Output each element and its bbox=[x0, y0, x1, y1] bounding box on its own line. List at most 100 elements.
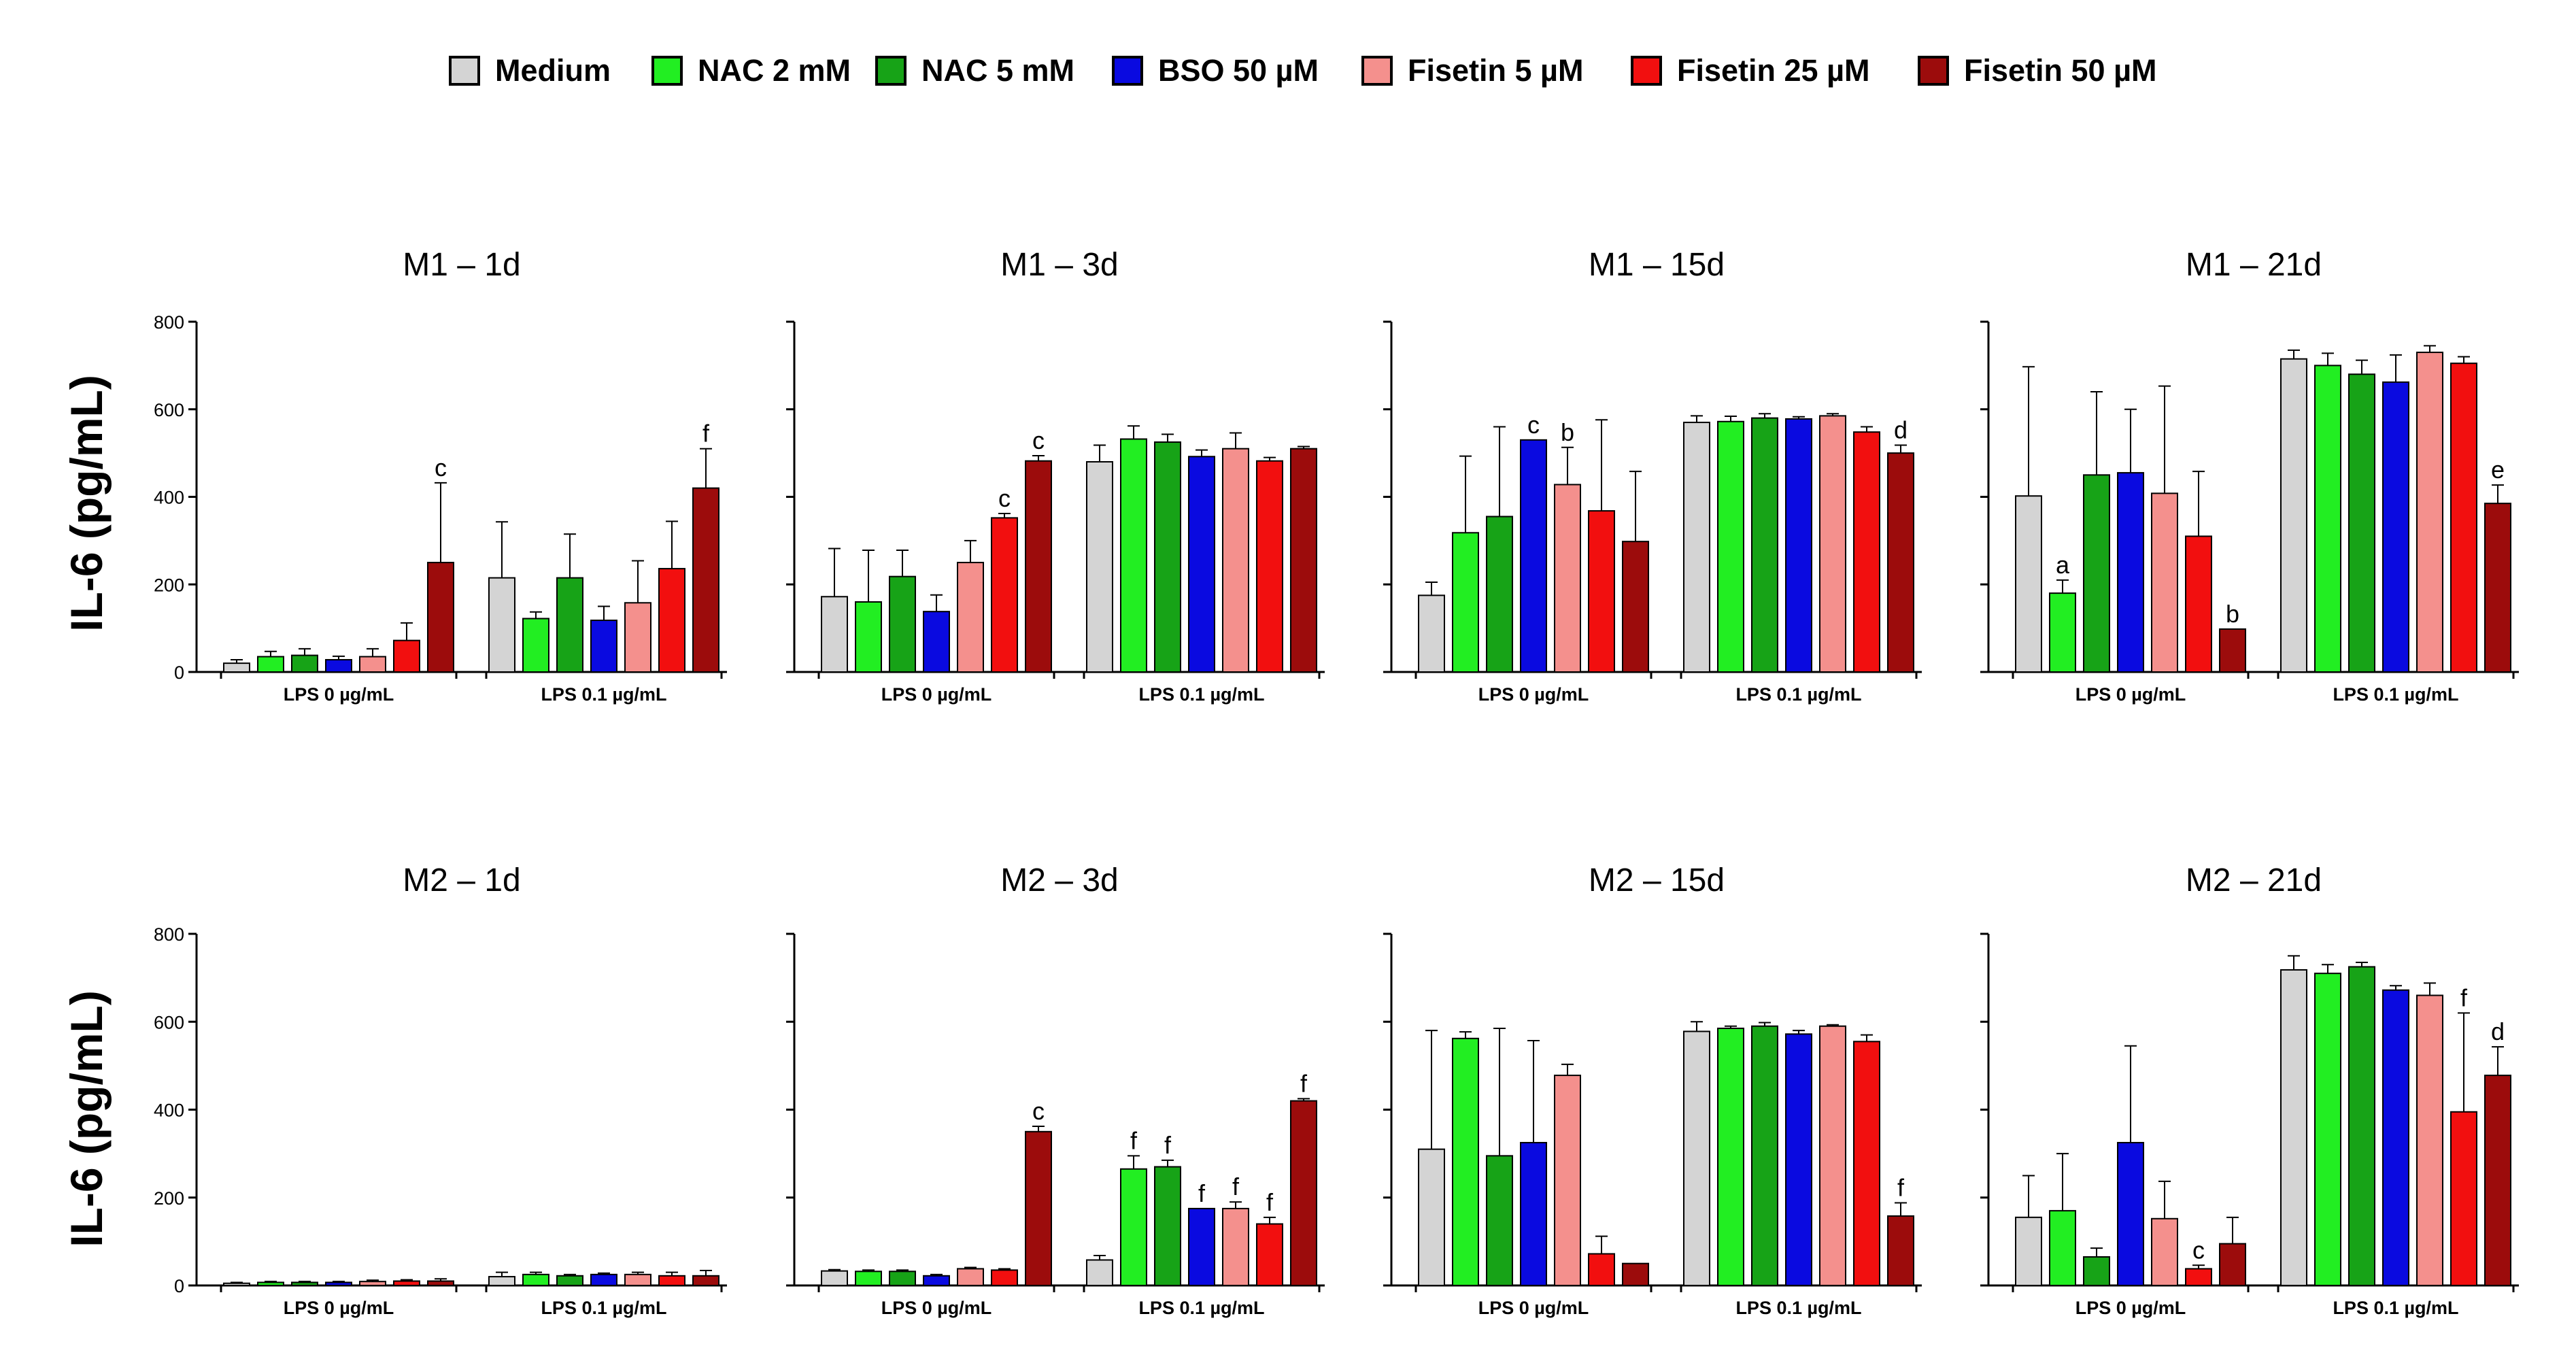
annotation-5-1-5: f bbox=[1266, 1188, 1274, 1216]
chart-panel-2: M1 – 15d LPS 0 µg/mL c b LPS 0.1 µg/mL d bbox=[1383, 247, 1922, 705]
bar-5-1-0 bbox=[1086, 1259, 1113, 1286]
bar-5-0-4 bbox=[957, 1268, 984, 1287]
bar-0-1-1 bbox=[522, 618, 549, 673]
bar-2-0-0 bbox=[1418, 594, 1445, 673]
bar-3-1-1 bbox=[2314, 365, 2341, 673]
annotation-5-0-6: c bbox=[1032, 1097, 1045, 1125]
chart-title-5: M2 – 3d bbox=[1000, 862, 1118, 898]
bar-3-1-3 bbox=[2382, 381, 2409, 673]
bar-5-1-5 bbox=[1256, 1223, 1283, 1287]
bar-2-0-5 bbox=[1588, 510, 1615, 673]
bar-2-1-4 bbox=[1819, 415, 1846, 673]
group-label-7-1: LPS 0.1 µg/mL bbox=[2333, 1298, 2458, 1318]
bar-0-1-3 bbox=[590, 620, 617, 673]
bar-1-1-0 bbox=[1086, 461, 1113, 673]
bar-2-1-1 bbox=[1717, 420, 1744, 673]
bar-0-1-6 bbox=[692, 487, 719, 673]
bar-1-0-6 bbox=[1025, 460, 1052, 673]
y-tick-label-4-3: 600 bbox=[154, 1012, 184, 1032]
group-label-1-0: LPS 0 µg/mL bbox=[881, 684, 992, 705]
y-tick-label-0-3: 600 bbox=[154, 400, 184, 420]
legend-swatch-1 bbox=[651, 56, 683, 86]
annotation-5-1-3: f bbox=[1198, 1179, 1206, 1207]
legend-swatch-3 bbox=[1112, 56, 1143, 86]
annotation-2-0-4: b bbox=[1561, 418, 1574, 446]
bar-7-1-5 bbox=[2450, 1111, 2477, 1286]
y-tick-label-0-2: 400 bbox=[154, 488, 184, 508]
bar-3-1-6 bbox=[2484, 503, 2511, 673]
bar-5-1-6 bbox=[1290, 1100, 1317, 1286]
bar-5-0-2 bbox=[889, 1271, 916, 1286]
chart-title-1: M1 – 3d bbox=[1000, 247, 1118, 283]
bar-0-1-2 bbox=[556, 577, 583, 673]
bar-7-0-2 bbox=[2083, 1256, 2110, 1287]
legend-label-0: Medium bbox=[495, 53, 611, 88]
bar-3-1-0 bbox=[2280, 358, 2307, 673]
bar-0-0-6 bbox=[427, 562, 454, 673]
bar-6-1-3 bbox=[1785, 1033, 1812, 1286]
bar-7-0-4 bbox=[2151, 1217, 2178, 1287]
bar-2-1-3 bbox=[1785, 418, 1812, 673]
bar-3-0-5 bbox=[2185, 535, 2212, 673]
bar-0-0-2 bbox=[291, 654, 318, 673]
bar-1-1-4 bbox=[1222, 448, 1249, 673]
annotation-6-1-6: f bbox=[1897, 1174, 1905, 1202]
bar-6-1-2 bbox=[1751, 1025, 1778, 1287]
chart-panel-1: M1 – 3d LPS 0 µg/mL c c LPS 0.1 µg/mL bbox=[786, 247, 1325, 705]
annotation-7-1-6: d bbox=[2491, 1017, 2505, 1045]
bar-5-1-3 bbox=[1188, 1207, 1215, 1286]
bar-0-0-3 bbox=[325, 658, 352, 673]
bar-2-0-4 bbox=[1554, 484, 1581, 673]
bar-1-1-6 bbox=[1290, 448, 1317, 673]
bar-5-1-2 bbox=[1154, 1166, 1181, 1286]
chart-panel-3: M1 – 21d LPS 0 µg/mL a b LPS 0.1 µg/mL e bbox=[1980, 247, 2519, 705]
group-label-7-0: LPS 0 µg/mL bbox=[2075, 1298, 2186, 1318]
annotation-5-1-1: f bbox=[1130, 1126, 1138, 1154]
bar-5-0-6 bbox=[1025, 1130, 1052, 1286]
bar-3-0-6 bbox=[2219, 628, 2246, 673]
bar-2-0-1 bbox=[1452, 532, 1479, 673]
bar-3-0-0 bbox=[2015, 495, 2042, 673]
chart-title-2: M1 – 15d bbox=[1589, 247, 1725, 283]
group-label-5-0: LPS 0 µg/mL bbox=[881, 1298, 992, 1318]
bar-4-1-4 bbox=[624, 1273, 651, 1286]
bar-4-0-3 bbox=[325, 1281, 352, 1286]
y-axis-label-bottom: IL-6 (pg/mL) bbox=[61, 990, 112, 1247]
legend-swatch-0 bbox=[449, 56, 480, 86]
chart-title-7: M2 – 21d bbox=[2186, 862, 2322, 898]
legend-swatch-4 bbox=[1361, 56, 1393, 86]
chart-title-4: M2 – 1d bbox=[403, 862, 520, 898]
bar-5-1-4 bbox=[1222, 1207, 1249, 1286]
bar-6-0-3 bbox=[1520, 1141, 1547, 1286]
bar-4-1-5 bbox=[658, 1275, 685, 1286]
bar-4-0-6 bbox=[427, 1280, 454, 1286]
y-tick-label-0-1: 200 bbox=[154, 575, 184, 595]
bar-7-0-3 bbox=[2117, 1141, 2144, 1286]
bar-6-0-6 bbox=[1622, 1262, 1649, 1286]
y-tick-label-0-0: 0 bbox=[174, 662, 184, 683]
bar-4-0-1 bbox=[257, 1281, 284, 1286]
bar-3-1-2 bbox=[2348, 373, 2375, 673]
group-label-6-0: LPS 0 µg/mL bbox=[1478, 1298, 1589, 1318]
bar-0-1-0 bbox=[488, 577, 515, 673]
bar-4-0-4 bbox=[359, 1281, 386, 1286]
bar-6-0-4 bbox=[1554, 1075, 1581, 1287]
bar-0-0-0 bbox=[223, 662, 250, 673]
y-tick-label-4-4: 800 bbox=[154, 924, 184, 945]
bar-1-1-2 bbox=[1154, 441, 1181, 673]
bar-2-1-0 bbox=[1683, 422, 1710, 673]
bar-1-0-5 bbox=[991, 517, 1018, 673]
annotation-3-0-1: a bbox=[2056, 551, 2070, 579]
bar-7-0-5 bbox=[2185, 1268, 2212, 1287]
chart-panel-4: M2 – 1d 0 200 400 600 800 LPS 0 µg/mL LPS 0.1 µ… bbox=[154, 862, 727, 1318]
annotation-3-0-6: b bbox=[2226, 600, 2239, 628]
chart-panel-0: M1 – 1d 0 200 400 600 800 LPS 0 µg/mL c LPS 0.1 … bbox=[154, 247, 727, 705]
legend-label-2: NAC 5 mM bbox=[921, 53, 1074, 88]
group-label-4-0: LPS 0 µg/mL bbox=[284, 1298, 394, 1318]
chart-panel-7: M2 – 21d LPS 0 µg/mL c LPS 0.1 µg/mL fd bbox=[1980, 862, 2519, 1318]
bar-3-1-5 bbox=[2450, 363, 2477, 673]
bar-6-1-1 bbox=[1717, 1027, 1744, 1286]
annotation-7-0-5: c bbox=[2192, 1236, 2205, 1264]
annotation-1-0-6: c bbox=[1032, 426, 1045, 454]
annotation-2-0-3: c bbox=[1527, 411, 1540, 439]
